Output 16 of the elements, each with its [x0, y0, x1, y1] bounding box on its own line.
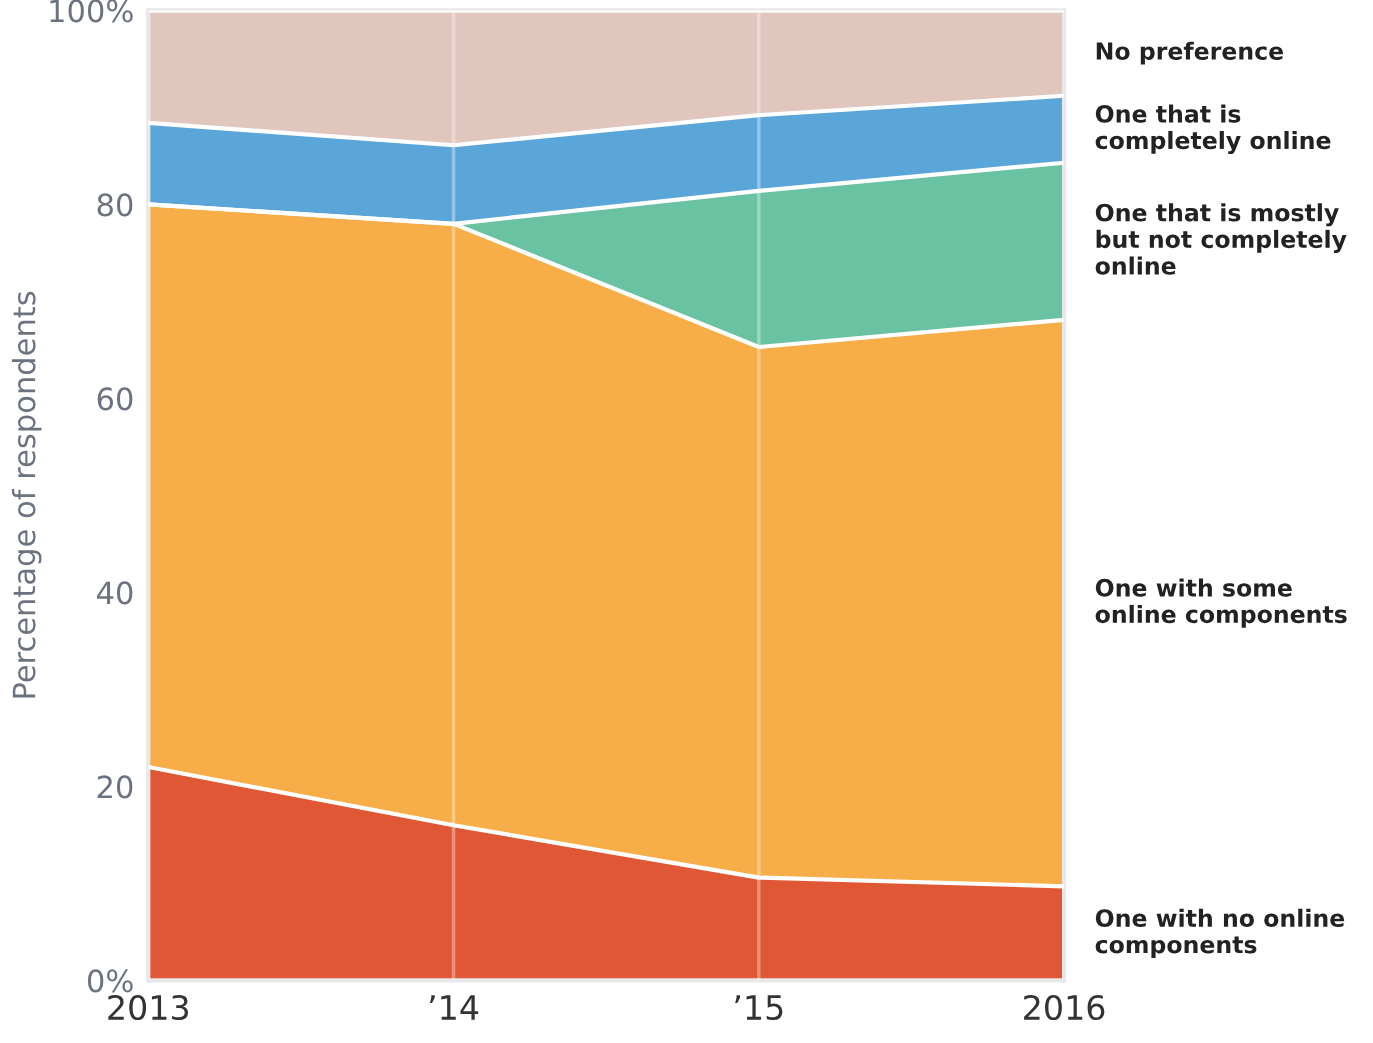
x-tick-label: 2016 [1024, 994, 1105, 1021]
y-axis-title: Percentage of respondents [11, 291, 42, 698]
series-label: One that is completely online [1095, 104, 1331, 154]
x-tick-label: ’15 [735, 995, 783, 1021]
y-tick-label: 0% [87, 969, 133, 993]
series-label: One that is mostly but not completely online [1095, 203, 1347, 275]
y-tick-label: 60 [97, 387, 133, 411]
series-label: One with no online components [1095, 908, 1345, 959]
y-tick-label: 40 [97, 581, 133, 605]
series-label: No preference [1096, 41, 1284, 65]
y-tick-label: 20 [97, 775, 133, 799]
y-tick-label: 100% [50, 0, 133, 23]
x-tick-label: ’14 [429, 995, 479, 1020]
y-tick-label: 80 [97, 193, 133, 217]
series-label: One with some online components [1095, 578, 1347, 628]
x-tick-label: 2013 [108, 994, 189, 1021]
